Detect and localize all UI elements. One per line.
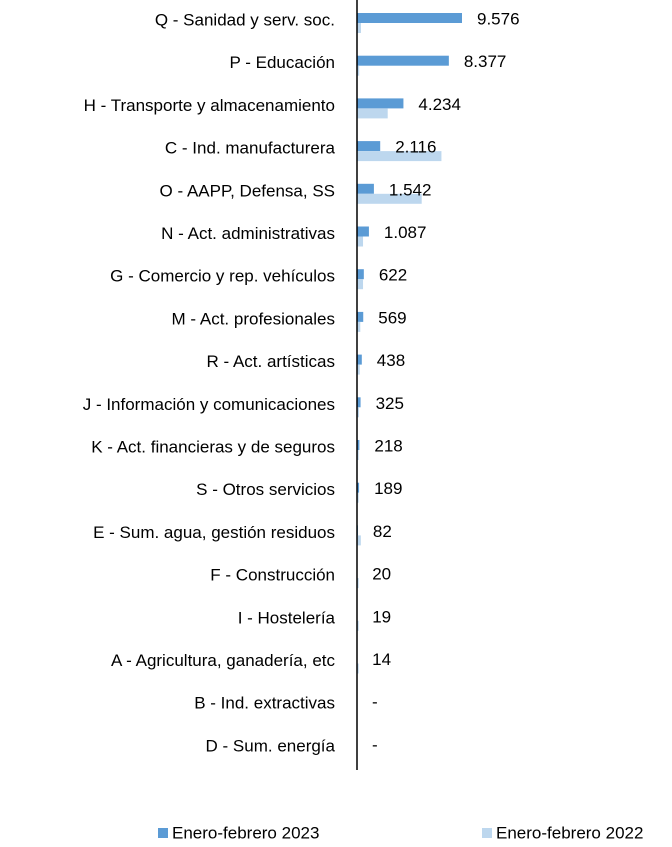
- value-label: 19: [372, 607, 391, 626]
- bar: [357, 535, 361, 546]
- value-label: 14: [372, 650, 391, 669]
- category-label: G - Comercio y rep. vehículos: [110, 267, 335, 286]
- bar: [357, 321, 361, 332]
- bar: [357, 13, 462, 23]
- category-label: P - Educación: [229, 53, 335, 72]
- value-label: 1.542: [389, 180, 432, 199]
- value-label: 325: [376, 394, 404, 413]
- bar: [357, 364, 360, 375]
- value-label: 9.576: [477, 9, 520, 28]
- value-label: -: [372, 693, 378, 712]
- legend-label: Enero-febrero 2023: [172, 823, 319, 842]
- bar: [357, 450, 359, 460]
- value-label: 438: [377, 351, 405, 370]
- bar: [357, 578, 359, 589]
- value-label: -: [372, 735, 378, 754]
- category-label: J - Información y comunicaciones: [83, 395, 335, 414]
- category-label: D - Sum. energía: [206, 736, 336, 755]
- category-label: E - Sum. agua, gestión residuos: [93, 523, 335, 542]
- bar: [357, 311, 364, 322]
- category-label: F - Construcción: [210, 566, 335, 585]
- value-label: 4.234: [418, 95, 461, 114]
- bar: [357, 620, 359, 631]
- value-label: 20: [372, 565, 391, 584]
- bar: [357, 236, 364, 247]
- category-label: B - Ind. extractivas: [194, 694, 335, 713]
- category-label: S - Otros servicios: [196, 480, 335, 499]
- value-label: 8.377: [464, 52, 507, 71]
- bar: [357, 151, 442, 162]
- bar: [357, 492, 359, 503]
- bar: [357, 397, 361, 408]
- bar: [357, 55, 449, 66]
- bar: [357, 141, 381, 152]
- category-label: R - Act. artísticas: [207, 352, 335, 371]
- bar: [357, 440, 360, 450]
- bar: [357, 354, 362, 365]
- category-label: N - Act. administrativas: [161, 224, 335, 243]
- value-label: 622: [379, 266, 407, 285]
- legend-swatch: [158, 828, 168, 838]
- category-label: H - Transporte y almacenamiento: [84, 96, 335, 115]
- value-label: 218: [374, 436, 402, 455]
- value-label: 189: [374, 479, 402, 498]
- value-label: 2.116: [395, 138, 436, 157]
- category-label: O - AAPP, Defensa, SS: [160, 181, 335, 200]
- bar: [357, 193, 422, 204]
- bar: [357, 269, 364, 280]
- value-label: 569: [378, 308, 406, 327]
- bar: [357, 226, 369, 237]
- bar: [357, 108, 388, 119]
- category-label: I - Hostelería: [238, 608, 336, 627]
- category-label: A - Agricultura, ganadería, etc: [111, 651, 335, 670]
- bar: [357, 183, 374, 194]
- bar: [357, 98, 404, 109]
- bar: [357, 482, 360, 493]
- value-label: 1.087: [384, 223, 427, 242]
- category-label: C - Ind. manufacturera: [165, 139, 336, 158]
- bar: [357, 663, 359, 674]
- bar: [357, 65, 360, 76]
- bar: [357, 23, 361, 33]
- value-label: 82: [373, 522, 392, 541]
- category-label: M - Act. profesionales: [172, 309, 335, 328]
- bar: [357, 407, 359, 418]
- legend-swatch: [482, 828, 492, 838]
- category-label: K - Act. financieras y de seguros: [91, 437, 335, 456]
- bar: [357, 279, 364, 290]
- legend-label: Enero-febrero 2022: [496, 823, 643, 842]
- category-label: Q - Sanidad y serv. soc.: [155, 10, 335, 29]
